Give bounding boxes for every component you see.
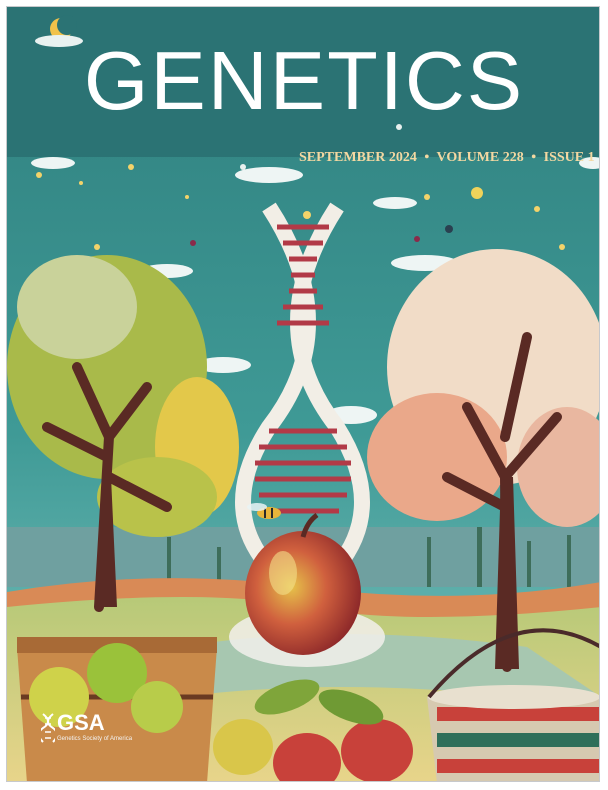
- cover-illustration: [7, 7, 599, 781]
- dna-helix: [235, 202, 370, 573]
- separator: •: [424, 150, 430, 165]
- publisher-abbreviation: GSA: [57, 710, 105, 735]
- issue-number: ISSUE 1: [543, 150, 595, 165]
- publisher-name: Genetics Society of America: [57, 736, 133, 742]
- moon-icon: [35, 15, 83, 47]
- journal-title: GENETICS: [83, 34, 525, 127]
- masthead-band: [7, 7, 599, 157]
- dna-logo-icon: [41, 713, 55, 743]
- confetti-dots: [36, 124, 565, 250]
- central-apple: [229, 512, 385, 667]
- clouds: [31, 157, 599, 424]
- journal-cover: GENETICS SEPTEMBER 2024 • VOLUME 228 • I…: [6, 6, 600, 782]
- bee-icon: [247, 503, 281, 519]
- separator: •: [531, 150, 537, 165]
- wooden-bucket: [17, 637, 217, 781]
- pink-apple-tree: [367, 249, 599, 672]
- distant-trees: [167, 527, 571, 587]
- volume-number: VOLUME 228: [436, 150, 524, 165]
- green-apple-tree: [7, 255, 239, 612]
- issue-info: SEPTEMBER 2024 • VOLUME 228 • ISSUE 1: [299, 150, 595, 166]
- striped-bucket: [427, 628, 599, 781]
- front-apples: [213, 679, 413, 781]
- issue-month: SEPTEMBER 2024: [299, 150, 417, 165]
